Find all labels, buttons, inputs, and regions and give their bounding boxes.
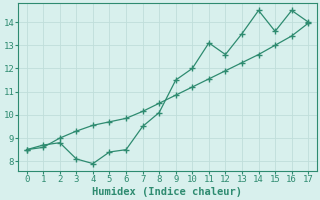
X-axis label: Humidex (Indice chaleur): Humidex (Indice chaleur) <box>92 186 243 197</box>
